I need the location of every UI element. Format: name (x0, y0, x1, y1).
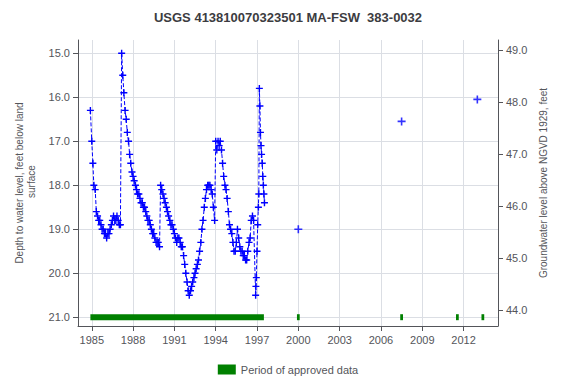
svg-text:1994: 1994 (203, 334, 227, 346)
svg-text:Period of approved data: Period of approved data (241, 364, 359, 376)
svg-text:16.0: 16.0 (49, 91, 70, 103)
svg-text:19.0: 19.0 (49, 223, 70, 235)
svg-text:2000: 2000 (286, 334, 310, 346)
svg-text:USGS 413810070323501 MA-FSW 3: USGS 413810070323501 MA-FSW 383-0032 (154, 10, 422, 25)
svg-text:45.0: 45.0 (506, 252, 527, 264)
svg-text:1988: 1988 (121, 334, 145, 346)
svg-text:Depth to water level, feet bel: Depth to water level, feet below land (14, 102, 25, 263)
svg-text:1997: 1997 (245, 334, 269, 346)
svg-text:surface: surface (26, 165, 37, 201)
svg-text:46.0: 46.0 (506, 200, 527, 212)
svg-text:47.0: 47.0 (506, 148, 527, 160)
svg-text:48.0: 48.0 (506, 96, 527, 108)
svg-text:Groundwater level above NGVD 1: Groundwater level above NGVD 1929, feet (538, 88, 549, 278)
svg-text:1991: 1991 (162, 334, 186, 346)
svg-text:15.0: 15.0 (49, 47, 70, 59)
svg-text:18.0: 18.0 (49, 179, 70, 191)
svg-text:44.0: 44.0 (506, 304, 527, 316)
svg-text:1985: 1985 (80, 334, 104, 346)
svg-text:2006: 2006 (369, 334, 393, 346)
svg-text:21.0: 21.0 (49, 311, 70, 323)
svg-text:2003: 2003 (327, 334, 351, 346)
svg-text:2012: 2012 (451, 334, 475, 346)
svg-text:2009: 2009 (410, 334, 434, 346)
svg-text:49.0: 49.0 (506, 44, 527, 56)
svg-text:17.0: 17.0 (49, 135, 70, 147)
svg-text:20.0: 20.0 (49, 267, 70, 279)
